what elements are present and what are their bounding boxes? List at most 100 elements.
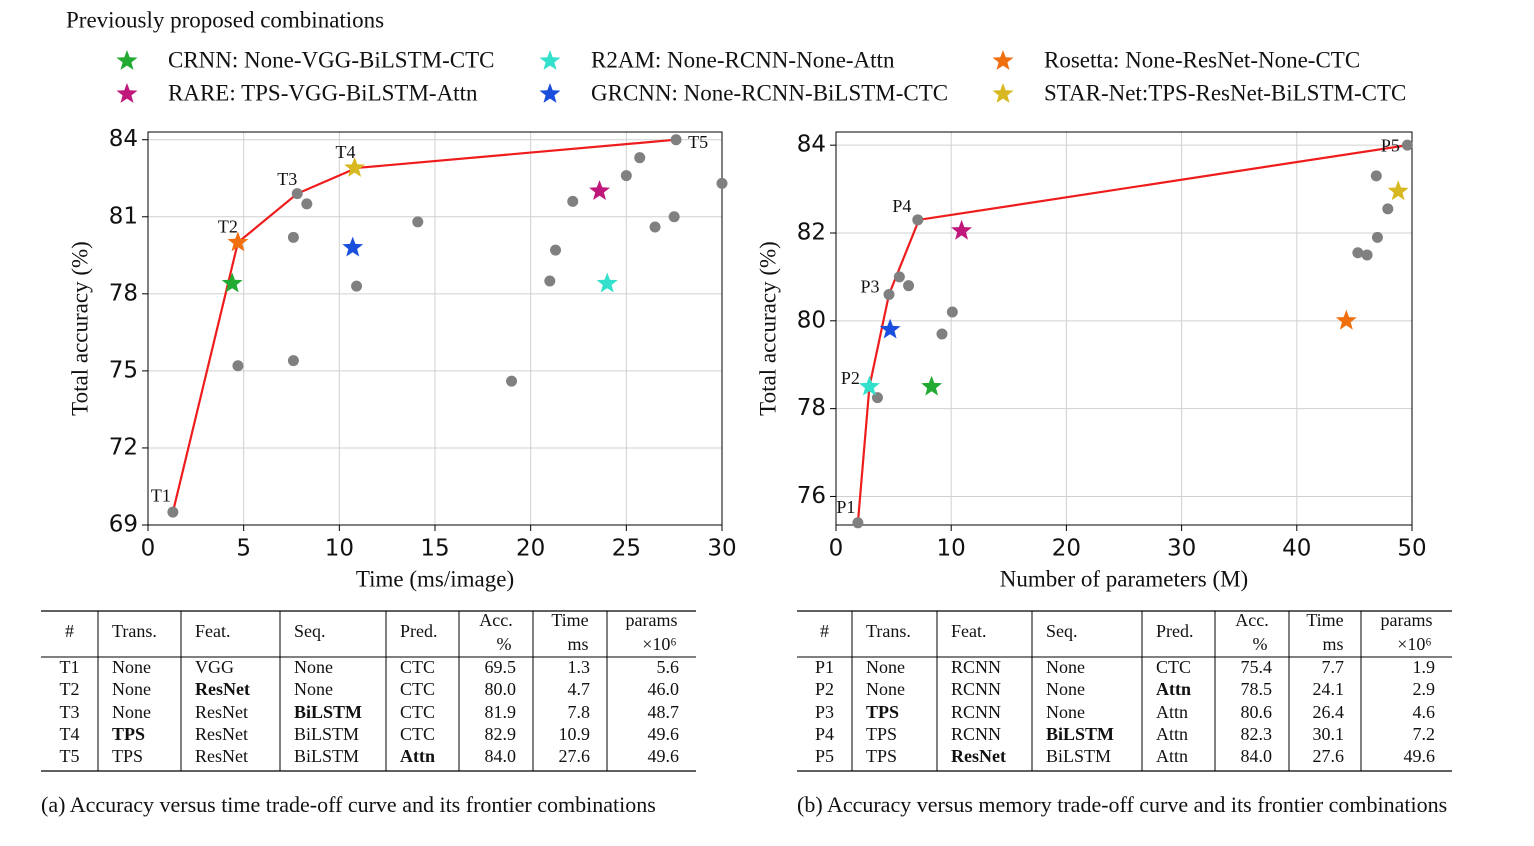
table-cell: None <box>112 702 151 722</box>
table-cell: BiLSTM <box>294 702 362 722</box>
x-tick-label: 20 <box>1052 536 1081 562</box>
table-cell: 81.9 <box>485 702 517 722</box>
legend-marker <box>539 83 561 103</box>
table-cell: P4 <box>815 724 834 744</box>
x-tick-label: 30 <box>1167 536 1196 562</box>
data-point <box>1370 170 1382 182</box>
plot-frame <box>147 131 723 526</box>
table-header: Time <box>1306 610 1343 630</box>
legend-label: Rosetta: None-ResNet-None-CTC <box>1044 47 1360 72</box>
table-cell: T2 <box>60 679 80 699</box>
data-point <box>716 177 728 189</box>
y-tick-label: 80 <box>797 307 826 333</box>
x-tick-label: 20 <box>516 536 545 562</box>
table-cell: RCNN <box>951 657 1001 677</box>
y-tick-label: 84 <box>797 132 826 158</box>
data-point <box>544 275 556 287</box>
table-cell: 1.9 <box>1413 657 1436 677</box>
table-header: params <box>1381 610 1433 630</box>
data-point <box>620 170 632 182</box>
plot-area <box>852 139 1413 529</box>
data-point <box>1401 139 1413 151</box>
table-cell: BiLSTM <box>294 746 359 766</box>
table-cell: 49.6 <box>648 746 680 766</box>
table-header-unit: % <box>497 634 512 654</box>
data-point <box>936 328 948 340</box>
legend-label: R2AM: None-RCNN-None-Attn <box>591 47 895 72</box>
star-point <box>921 375 943 396</box>
y-tick-label: 81 <box>109 203 138 229</box>
frontier-label: P2 <box>841 368 860 388</box>
table-cell: P5 <box>815 746 834 766</box>
data-point <box>634 152 646 164</box>
table-cell: None <box>294 657 333 677</box>
y-axis-label: Total accuracy (%) <box>755 241 780 416</box>
table-cell: ResNet <box>195 746 248 766</box>
table-header-unit: ×10⁶ <box>642 634 676 654</box>
table-cell: 78.5 <box>1241 679 1273 699</box>
table-cell: 26.4 <box>1313 702 1345 722</box>
table-cell: T5 <box>60 746 80 766</box>
data-point <box>506 375 518 387</box>
table-cell: P3 <box>815 702 834 722</box>
table-cell: BiLSTM <box>1046 724 1114 744</box>
table-cell: T4 <box>60 724 80 744</box>
legend-marker <box>992 50 1014 70</box>
table-cell: Attn <box>1156 724 1188 744</box>
table-cell: None <box>1046 679 1085 699</box>
data-point <box>287 355 299 367</box>
table-cell: 49.6 <box>1404 746 1436 766</box>
data-point <box>301 198 313 210</box>
y-tick-label: 76 <box>797 483 826 509</box>
legend-marker <box>992 83 1014 103</box>
legend-marker <box>116 50 138 70</box>
table-header-unit: ms <box>567 634 588 654</box>
x-tick-label: 0 <box>141 536 156 562</box>
data-point <box>670 134 682 146</box>
frontier-label: T2 <box>218 217 238 237</box>
table-cell: RCNN <box>951 679 1001 699</box>
data-point <box>1382 203 1394 215</box>
table-cell: CTC <box>400 657 435 677</box>
table-header-unit: ×10⁶ <box>1397 634 1431 654</box>
data-point <box>232 360 244 372</box>
table-cell: 27.6 <box>1313 746 1345 766</box>
y-tick-label: 82 <box>797 219 826 245</box>
frontier-label: T3 <box>277 169 297 189</box>
y-axis-label: Total accuracy (%) <box>67 241 92 416</box>
x-tick-label: 30 <box>707 536 736 562</box>
table-cell: Attn <box>1156 746 1188 766</box>
table-cell: 84.0 <box>1241 746 1273 766</box>
legend-label: RARE: TPS-VGG-BiLSTM-Attn <box>168 80 478 105</box>
frontier-label: P3 <box>860 277 879 297</box>
star-point <box>221 272 243 293</box>
table-cell: TPS <box>112 724 145 744</box>
star-point <box>344 157 366 177</box>
table-cell: RCNN <box>951 724 1001 744</box>
table-cell: T1 <box>60 657 80 677</box>
table-cell: 82.3 <box>1241 724 1273 744</box>
table-cell: None <box>1046 702 1085 722</box>
frontier-label: P5 <box>1381 135 1400 155</box>
y-tick-label: 72 <box>109 434 138 460</box>
data-point <box>287 231 299 243</box>
x-tick-label: 10 <box>325 536 354 562</box>
legend-marker <box>116 83 138 103</box>
table-cell: Attn <box>400 746 435 766</box>
table-header: Acc. <box>479 610 512 630</box>
x-tick-label: 40 <box>1282 536 1311 562</box>
table-header: Feat. <box>951 621 987 641</box>
table-cell: None <box>112 657 151 677</box>
star-point <box>1387 180 1409 201</box>
table-cell: BiLSTM <box>1046 746 1111 766</box>
x-tick-label: 5 <box>236 536 251 562</box>
table-header-unit: % <box>1253 634 1268 654</box>
table-header: params <box>626 610 678 630</box>
data-point <box>1352 247 1364 259</box>
table-cell: 75.4 <box>1241 657 1273 677</box>
table-cell: CTC <box>400 724 435 744</box>
star-point <box>227 231 249 252</box>
table-cell: ResNet <box>195 724 248 744</box>
